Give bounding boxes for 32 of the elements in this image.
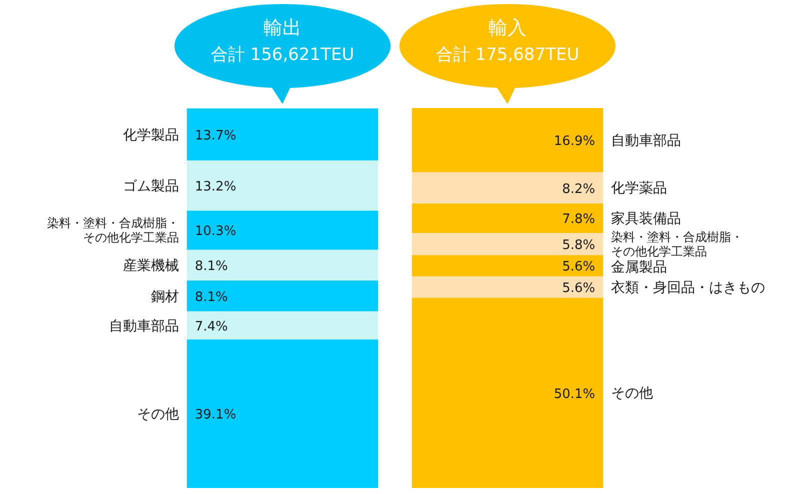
data-label: 7.8% — [562, 212, 596, 228]
series-label: その他 — [136, 406, 179, 423]
data-label: 10.3% — [194, 224, 236, 240]
data-label: 8.1% — [194, 259, 228, 274]
data-label: 39.1% — [194, 408, 236, 423]
series-label: ゴム製品 — [122, 178, 179, 194]
data-label: 8.2% — [562, 182, 596, 197]
data-label: 8.1% — [194, 290, 228, 305]
data-label: 16.9% — [554, 134, 596, 150]
series-label: 鋼材 — [150, 288, 179, 305]
series-label: 産業機械 — [122, 258, 179, 274]
series-label: 化学薬品 — [611, 180, 668, 197]
series-label: 自動車部品 — [611, 133, 682, 150]
series-label: 染料・塗料・合成樹脂・その他化学工業品 — [611, 230, 744, 258]
text: 合計 156,621TEU — [210, 45, 354, 65]
data-label: 5.6% — [562, 280, 596, 296]
x-tick-label: 輸入 — [488, 17, 526, 39]
data-label: 5.8% — [562, 238, 596, 254]
data-label: 13.7% — [194, 128, 236, 144]
text: 合計 175,687TEU — [436, 45, 580, 65]
data-label: 50.1% — [554, 386, 596, 402]
series-label: 金属製品 — [611, 260, 668, 276]
data-label: 13.2% — [194, 180, 236, 195]
data-label: 5.6% — [562, 260, 596, 275]
series-label: 衣類・身回品・はきもの — [611, 280, 766, 296]
series-label: 化学製品 — [122, 127, 179, 144]
data-label: 7.4% — [194, 319, 228, 334]
series-label: その他 — [611, 386, 654, 402]
series-label: 染料・塗料・合成樹脂・その他化学工業品 — [46, 216, 179, 245]
x-tick-label: 輸出 — [264, 17, 302, 39]
series-label: 自動車部品 — [108, 318, 179, 334]
series-label: 家具装備品 — [611, 211, 682, 228]
